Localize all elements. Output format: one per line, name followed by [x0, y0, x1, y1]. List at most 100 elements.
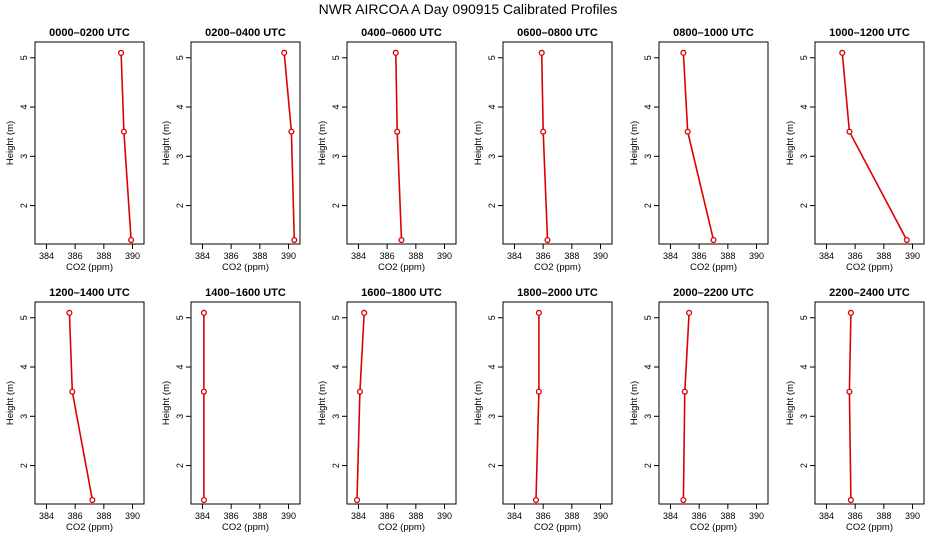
data-point — [544, 237, 551, 244]
panel-title: 0200–0400 UTC — [205, 27, 286, 39]
y-tick-label: 4 — [643, 105, 653, 110]
x-tick-label: 386 — [380, 251, 395, 261]
y-tick-label: 4 — [643, 365, 653, 370]
y-tick-label: 3 — [487, 154, 497, 159]
x-tick-label: 386 — [536, 511, 551, 521]
data-point — [540, 128, 547, 135]
plot-frame — [190, 41, 301, 245]
y-tick-label: 4 — [331, 105, 341, 110]
data-point — [120, 128, 127, 135]
plot-frame — [658, 301, 769, 505]
x-tick-label: 386 — [380, 511, 395, 521]
x-tick-label: 384 — [507, 511, 522, 521]
x-tick-label: 390 — [437, 511, 452, 521]
data-point — [847, 309, 854, 316]
y-axis-label: Height (m) — [473, 121, 484, 165]
x-tick-label: 388 — [252, 251, 267, 261]
y-tick-label: 4 — [799, 105, 809, 110]
plot-frame — [346, 301, 457, 505]
x-tick-label: 384 — [39, 251, 54, 261]
y-tick-label: 2 — [643, 463, 653, 468]
profile-line — [283, 52, 296, 241]
panel-title: 2200–2400 UTC — [829, 287, 910, 299]
x-tick-label: 384 — [351, 511, 366, 521]
data-point — [356, 388, 363, 395]
x-tick-label: 388 — [408, 511, 423, 521]
panel-title: 0400–0600 UTC — [361, 27, 442, 39]
x-tick-label: 390 — [125, 511, 140, 521]
plot-frame — [814, 41, 925, 245]
y-axis-label: Height (m) — [5, 381, 16, 425]
chart-panel-6: 1000–1200 UTC 384 386 388 390 2 3 4 5 CO2 (ppm) He… — [785, 27, 925, 273]
chart-panel-11: 2000–2200 UTC 384 386 388 390 2 3 4 5 CO2 (ppm) He… — [629, 287, 769, 533]
x-tick-label: 390 — [905, 511, 920, 521]
x-tick-label: 384 — [351, 251, 366, 261]
chart-panel-5: 0800–1000 UTC 384 386 388 390 2 3 4 5 CO2 (ppm) He… — [629, 27, 769, 273]
y-tick-label: 4 — [487, 365, 497, 370]
profile-line — [356, 312, 365, 501]
panel-title: 1200–1400 UTC — [49, 287, 130, 299]
chart-panel-2: 0200–0400 UTC 384 386 388 390 2 3 4 5 CO2 (ppm) He… — [161, 27, 301, 273]
y-tick-label: 5 — [643, 55, 653, 60]
x-tick-label: 388 — [564, 511, 579, 521]
y-tick-label: 2 — [487, 203, 497, 208]
data-point — [281, 49, 288, 56]
profile-line — [682, 52, 715, 241]
plot-frame — [814, 301, 925, 505]
x-axis-label: CO2 (ppm) — [378, 262, 425, 273]
y-tick-label: 2 — [643, 203, 653, 208]
data-point — [200, 388, 207, 395]
chart-panel-3: 0400–0600 UTC 384 386 388 390 2 3 4 5 CO2 (ppm) He… — [317, 27, 457, 273]
profile-line — [68, 312, 94, 501]
x-tick-label: 388 — [876, 511, 891, 521]
y-tick-label: 5 — [487, 315, 497, 320]
data-point — [118, 49, 125, 56]
x-tick-label: 390 — [125, 251, 140, 261]
data-point — [361, 309, 368, 316]
y-tick-label: 5 — [19, 315, 29, 320]
plot-frame — [190, 301, 301, 505]
y-tick-label: 3 — [799, 414, 809, 419]
x-axis-label: CO2 (ppm) — [66, 522, 113, 533]
panel-title: 1800–2000 UTC — [517, 287, 598, 299]
x-tick-label: 388 — [96, 251, 111, 261]
panel-title: 1400–1600 UTC — [205, 287, 286, 299]
y-axis-label: Height (m) — [473, 381, 484, 425]
data-point — [353, 497, 361, 504]
y-tick-label: 4 — [19, 105, 29, 110]
data-point — [66, 309, 73, 316]
x-tick-label: 384 — [819, 251, 834, 261]
y-tick-label: 2 — [175, 203, 185, 208]
x-tick-label: 388 — [564, 251, 579, 261]
data-point — [398, 237, 405, 244]
y-tick-label: 4 — [19, 365, 29, 370]
y-axis-label: Height (m) — [317, 121, 328, 165]
y-axis-label: Height (m) — [161, 381, 172, 425]
data-point — [538, 49, 545, 56]
data-point — [681, 388, 688, 395]
chart-panel-4: 0600–0800 UTC 384 386 388 390 2 3 4 5 CO2 (ppm) He… — [473, 27, 613, 273]
x-tick-label: 390 — [593, 511, 608, 521]
profile-line — [540, 52, 549, 241]
chart-panel-12: 2200–2400 UTC 384 386 388 390 2 3 4 5 CO2 (ppm) He… — [785, 287, 925, 533]
chart-panel-8: 1400–1600 UTC 384 386 388 390 2 3 4 5 CO2 (ppm) He… — [161, 287, 301, 533]
panel-title: 2000–2200 UTC — [673, 287, 754, 299]
x-tick-label: 388 — [720, 251, 735, 261]
chart-panel-7: 1200–1400 UTC 384 386 388 390 2 3 4 5 CO2 (ppm) He… — [5, 287, 145, 533]
y-tick-label: 2 — [799, 463, 809, 468]
x-tick-label: 384 — [819, 511, 834, 521]
y-tick-label: 5 — [331, 315, 341, 320]
y-axis-label: Height (m) — [629, 121, 640, 165]
y-tick-label: 2 — [799, 203, 809, 208]
y-tick-label: 5 — [175, 315, 185, 320]
data-point — [684, 128, 691, 135]
x-tick-label: 390 — [905, 251, 920, 261]
y-axis-label: Height (m) — [785, 121, 796, 165]
panel-title: 0000–0200 UTC — [49, 27, 130, 39]
y-tick-label: 4 — [175, 365, 185, 370]
data-point — [394, 128, 401, 135]
x-tick-label: 388 — [252, 511, 267, 521]
profile-line — [535, 312, 540, 501]
x-tick-label: 386 — [848, 251, 863, 261]
